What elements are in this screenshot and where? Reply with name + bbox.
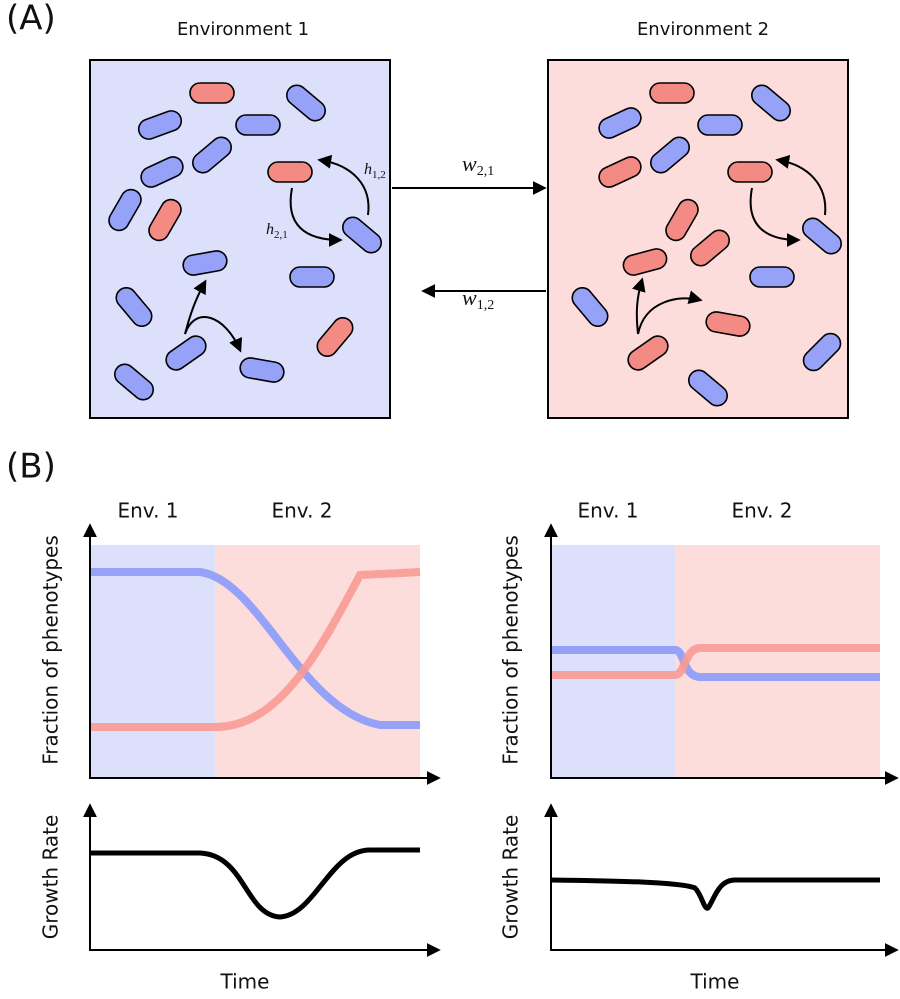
cell [189,82,235,104]
curve [550,877,880,911]
x-axis-label: Time [220,970,270,994]
rate-label: w1,2 [462,285,494,313]
env-band [215,545,420,778]
cell [649,82,695,104]
cell [622,248,668,276]
env-band [675,545,880,778]
env-label: Env. 2 [731,499,792,523]
curve [90,568,420,729]
env-label: Env. 1 [577,499,638,523]
y-axis-label: Fraction of phenotypes [499,535,523,765]
cell [705,311,751,337]
cell [148,198,182,242]
cell [749,266,795,288]
cell [108,188,142,232]
cell [239,357,285,383]
cell [192,136,232,174]
panel-label: (B) [6,447,56,487]
rate-label: w2,1 [462,151,494,179]
cell [688,369,728,407]
cell [342,216,382,254]
cell [751,84,791,122]
cell [727,161,773,183]
cell [114,363,154,401]
cell [267,161,313,183]
cells [108,82,842,407]
y-axis-label: Fraction of phenotypes [39,535,63,765]
rate-label: h1,2 [364,161,386,181]
cell [289,266,335,288]
axes [83,523,899,957]
x-axis-label: Time [690,970,740,994]
switch-arrows [184,154,827,353]
cell [627,335,669,371]
curve [90,568,421,731]
cell [137,110,183,140]
cell [598,156,642,188]
cell [690,229,730,267]
y-axis-label: Growth Rate [499,815,523,940]
env-title: Environment 1 [177,19,309,40]
panel-label: (A) [6,0,56,39]
env-box [547,59,849,419]
rate-label: h2,1 [266,221,288,241]
env-title: Environment 2 [637,19,769,40]
cell [598,107,642,139]
y-axis-label: Growth Rate [39,815,63,940]
curve [551,644,880,679]
cell [182,250,228,276]
cell [115,287,153,327]
cell [316,317,354,357]
cell [165,335,207,371]
cell [286,84,326,122]
cell [697,114,743,136]
cell [802,217,842,255]
cell [802,332,842,372]
cell [650,136,690,174]
cell [235,114,281,136]
cell [665,198,699,242]
env-label: Env. 1 [117,499,178,523]
env-band [551,545,675,778]
curve [90,847,420,920]
cell [140,156,184,188]
env-label: Env. 2 [271,499,332,523]
cell [571,287,609,327]
env-band [90,545,215,778]
